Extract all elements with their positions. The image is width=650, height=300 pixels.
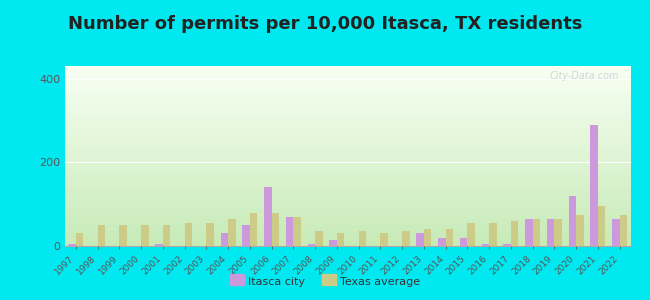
Bar	[416, 233, 424, 246]
Bar	[489, 223, 497, 246]
Bar	[307, 244, 315, 246]
Bar	[619, 214, 627, 246]
Bar	[467, 223, 475, 246]
Bar	[163, 225, 170, 246]
Bar	[337, 233, 344, 246]
Bar	[482, 244, 489, 246]
Bar	[68, 244, 76, 246]
Bar	[612, 219, 619, 246]
Bar	[272, 212, 280, 246]
Bar	[424, 229, 432, 246]
Legend: Itasca city, Texas average: Itasca city, Texas average	[226, 272, 424, 291]
Bar	[315, 231, 323, 246]
Bar	[569, 196, 576, 246]
Bar	[598, 206, 606, 246]
Bar	[207, 223, 214, 246]
Bar	[525, 219, 532, 246]
Bar	[155, 244, 163, 246]
Bar	[446, 229, 453, 246]
Bar	[141, 225, 149, 246]
Bar	[330, 240, 337, 246]
Bar	[438, 238, 446, 246]
Bar	[120, 225, 127, 246]
Bar	[380, 233, 388, 246]
Bar	[220, 233, 228, 246]
Bar	[547, 219, 554, 246]
Bar	[359, 231, 366, 246]
Bar	[503, 244, 511, 246]
Bar	[264, 188, 272, 246]
Text: Number of permits per 10,000 Itasca, TX residents: Number of permits per 10,000 Itasca, TX …	[68, 15, 582, 33]
Bar	[532, 219, 540, 246]
Bar	[511, 221, 519, 246]
Bar	[460, 238, 467, 246]
Bar	[76, 233, 83, 246]
Bar	[242, 225, 250, 246]
Text: City-Data.com: City-Data.com	[549, 71, 619, 81]
Bar	[228, 219, 236, 246]
Bar	[98, 225, 105, 246]
Bar	[576, 214, 584, 246]
Bar	[554, 219, 562, 246]
Bar	[286, 217, 293, 246]
Bar	[185, 223, 192, 246]
Bar	[293, 217, 301, 246]
Bar	[402, 231, 410, 246]
Bar	[250, 212, 257, 246]
Bar	[590, 124, 598, 246]
